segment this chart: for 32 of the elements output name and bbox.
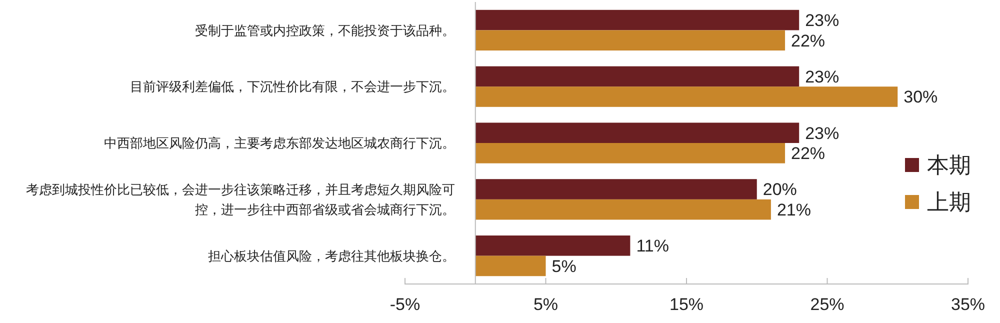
- data-label: 22%: [791, 31, 826, 50]
- bar: [475, 10, 800, 30]
- bar: [475, 66, 800, 87]
- bar: [475, 256, 546, 276]
- data-label: 22%: [791, 144, 826, 164]
- data-label: 21%: [776, 200, 811, 220]
- bar: [475, 199, 771, 220]
- x-tick-label: 5%: [533, 295, 558, 314]
- y-tick-label: 受制于监管或内控政策，不能投资于该品种。: [195, 22, 455, 39]
- bar: [475, 179, 757, 200]
- data-label: 23%: [805, 67, 840, 86]
- bar: [475, 30, 786, 51]
- bar: [475, 143, 786, 164]
- data-label: 30%: [904, 88, 938, 107]
- data-label: 5%: [552, 256, 576, 276]
- x-tick-label: 35%: [950, 295, 986, 314]
- x-tick-label: 25%: [810, 295, 844, 314]
- legend-label: 本期: [927, 154, 971, 179]
- bar: [475, 86, 898, 107]
- data-label: 20%: [762, 180, 797, 200]
- y-tick-label: 中西部地区风险仍高，主要考虑东部发达地区城农商行下沉。: [104, 136, 455, 152]
- y-tick-label: 目前评级利差偏低，下沉性价比有限，不会进一步下沉。: [130, 80, 455, 96]
- y-tick-label: 担心板块估值风险，考虑往其他板块换仓。: [208, 248, 455, 264]
- x-tick-label: 15%: [669, 295, 704, 314]
- bar: [475, 235, 630, 256]
- data-label: 23%: [805, 11, 840, 30]
- data-label: 11%: [636, 236, 669, 256]
- x-tick-label: -5%: [390, 295, 420, 314]
- data-label: 23%: [805, 124, 840, 143]
- legend-label: 上期: [927, 190, 971, 216]
- y-tick-label: 考虑到城投性价比已较低，会进一步往该策略迁移，并且考虑短久期风险可控，进一步往中西部省级或省会城商行下沉。: [26, 182, 455, 218]
- bar: [475, 122, 800, 143]
